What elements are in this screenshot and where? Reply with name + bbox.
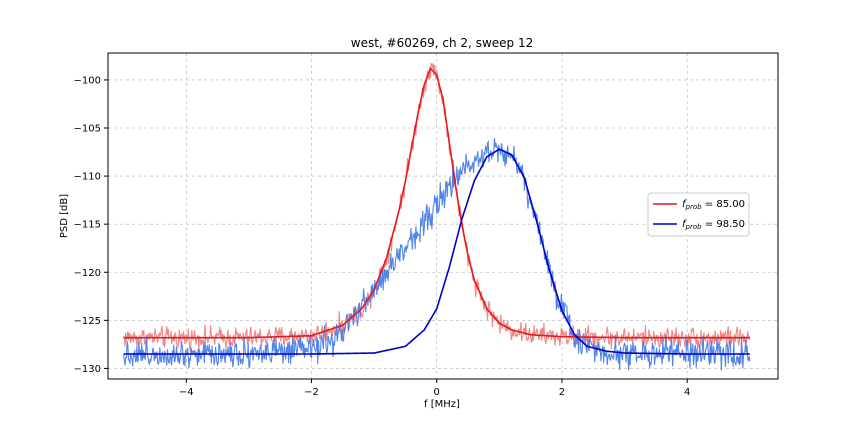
fit-series-line — [123, 148, 750, 355]
x-tick-label: 2 — [559, 387, 565, 398]
legend-entry-blue: fprob = 98.50 — [682, 219, 745, 231]
legend-blue-main: f — [682, 219, 687, 230]
plot-frame — [107, 52, 779, 380]
y-axis-ticks: −130 −125 −120 −115 −110 −105 −100 — [74, 75, 108, 375]
legend: fprob = 85.00 fprob = 98.50 — [647, 192, 750, 237]
x-tick-label: 4 — [684, 387, 690, 398]
x-tick-label: 0 — [434, 387, 440, 398]
y-tick-label: −125 — [74, 316, 101, 327]
legend-blue-value: = 98.50 — [702, 219, 745, 230]
chart-title: west, #60269, ch 2, sweep 12 — [351, 36, 533, 50]
fit-lines — [123, 67, 750, 355]
y-tick-label: −120 — [74, 268, 101, 279]
x-axis-ticks: −4 −2 0 2 4 — [179, 379, 690, 398]
y-tick-label: −100 — [74, 75, 101, 86]
legend-red-main: f — [682, 199, 687, 210]
y-axis-label: PSD [dB] — [59, 194, 70, 238]
fit-series-line — [123, 67, 750, 339]
legend-red-value: = 85.00 — [702, 199, 745, 210]
legend-entry-red: fprob = 85.00 — [682, 199, 745, 211]
y-tick-label: −110 — [74, 172, 101, 183]
y-tick-label: −105 — [74, 124, 101, 135]
x-tick-label: −2 — [304, 387, 319, 398]
raw-series-line — [123, 137, 751, 371]
raw-data-lines — [123, 62, 751, 371]
y-tick-label: −130 — [74, 364, 101, 375]
raw-series-line — [123, 62, 751, 352]
legend-blue-sub: prob — [685, 223, 703, 231]
x-tick-label: −4 — [179, 387, 194, 398]
y-tick-label: −115 — [74, 220, 101, 231]
x-axis-label: f [MHz] — [424, 399, 460, 410]
legend-red-sub: prob — [685, 203, 703, 211]
